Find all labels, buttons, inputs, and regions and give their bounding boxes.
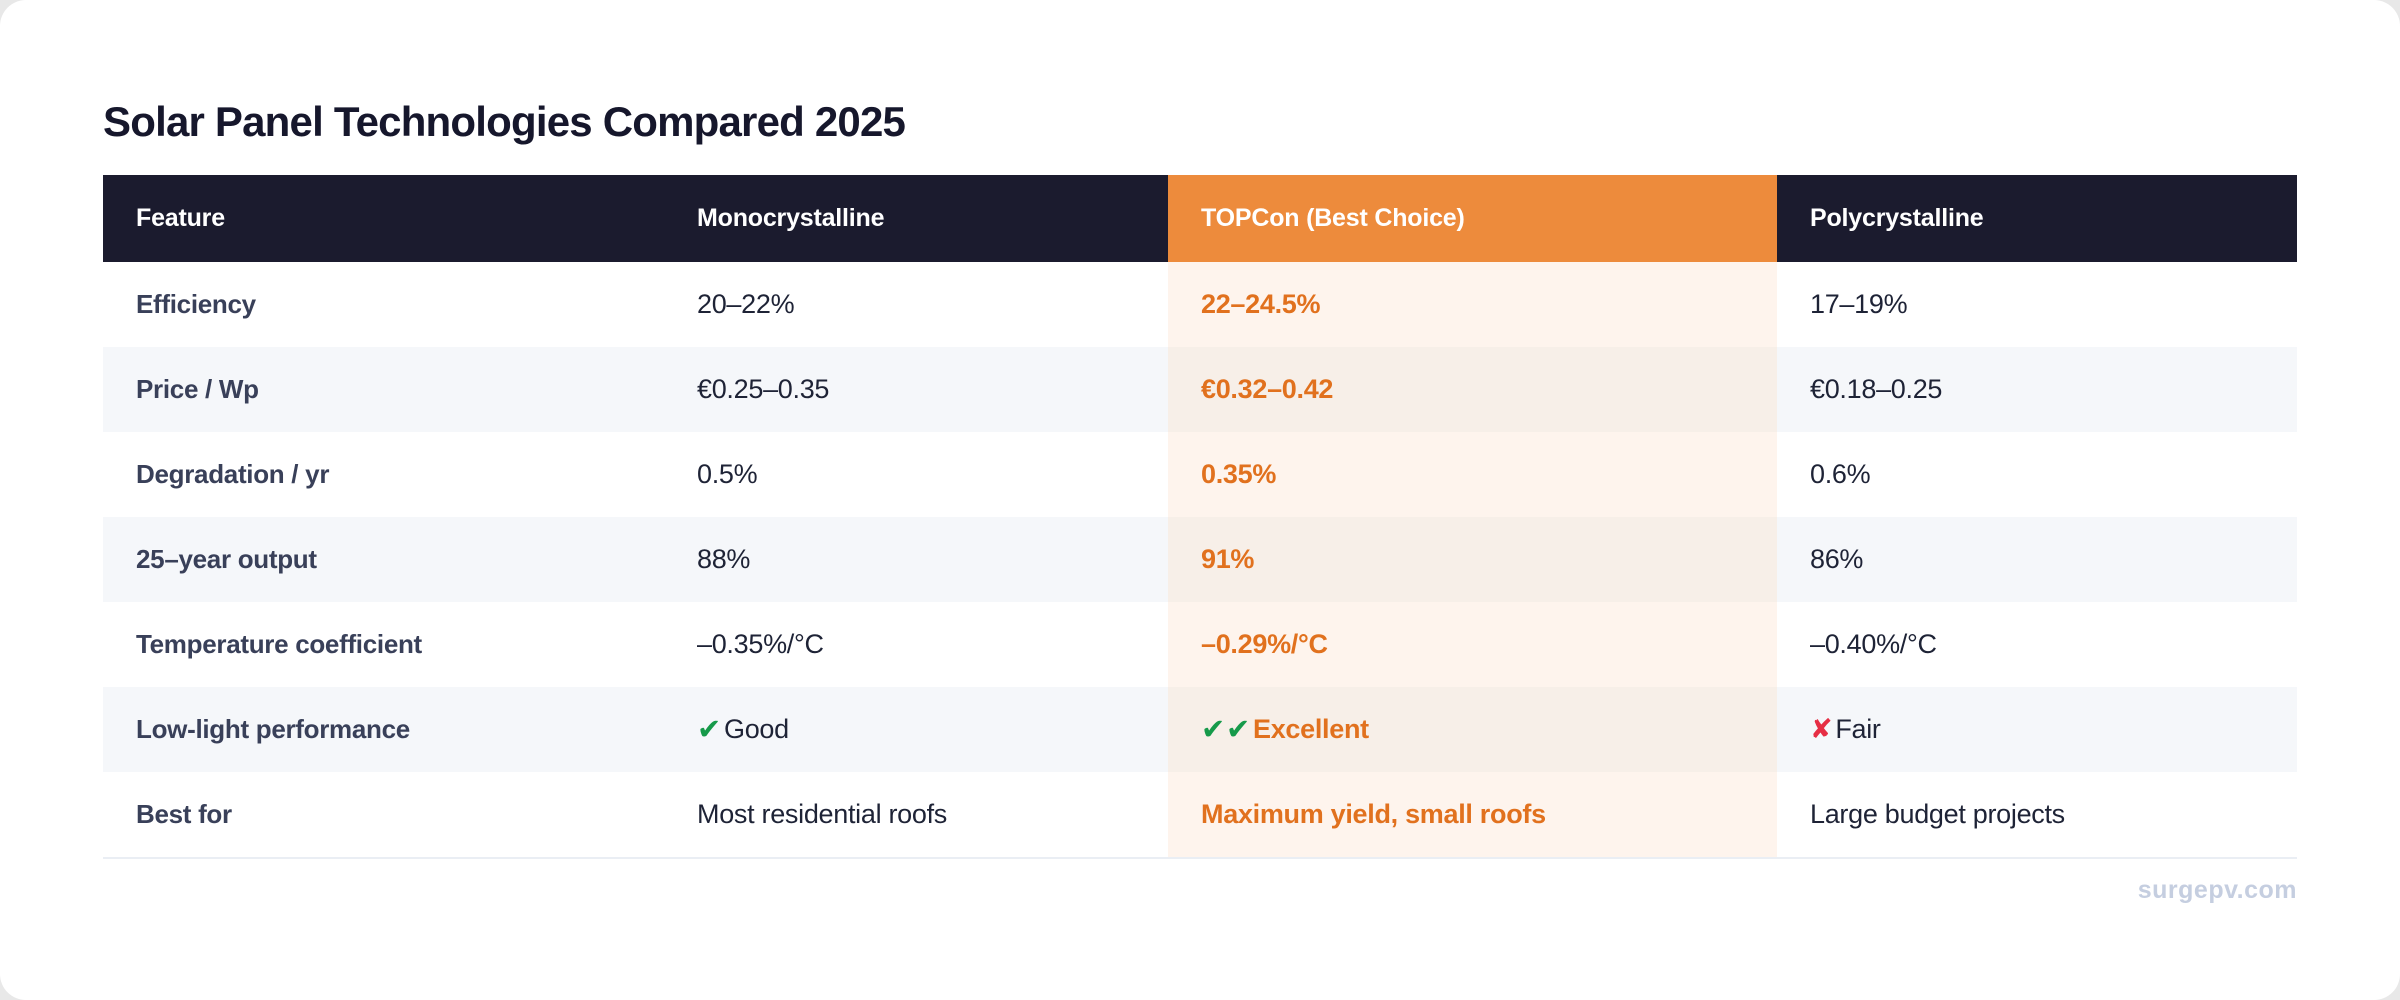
page-title: Solar Panel Technologies Compared 2025 <box>103 98 906 146</box>
feature-cell: Low-light performance <box>136 714 410 744</box>
table-row: 25–year output 88% 91% 86% <box>103 517 2297 602</box>
header-row: Feature Monocrystalline TOPCon (Best Cho… <box>103 175 2297 262</box>
table-row: Low-light performance ✔ Good ✔ ✔ Excelle… <box>103 687 2297 772</box>
mono-cell: –0.35%/°C <box>697 629 824 659</box>
feature-cell: Efficiency <box>136 289 256 319</box>
check-icon: ✔ <box>1226 714 1250 746</box>
cross-icon: ✘ <box>1810 714 1833 744</box>
poly-cell-label: Fair <box>1835 714 1881 744</box>
topcon-cell: ✔ ✔ Excellent <box>1168 687 1777 772</box>
check-icon: ✔ <box>697 714 721 746</box>
poly-cell: Large budget projects <box>1810 799 2065 829</box>
topcon-cell: €0.32–0.42 <box>1168 347 1777 432</box>
column-header-monocrystalline: Monocrystalline <box>697 204 885 232</box>
watermark: surgepv.com <box>2137 876 2297 904</box>
topcon-cell: 0.35% <box>1168 432 1777 517</box>
topcon-cell: 22–24.5% <box>1168 262 1777 347</box>
poly-cell: 17–19% <box>1810 289 1908 319</box>
column-header-feature: Feature <box>136 204 225 232</box>
mono-cell: Most residential roofs <box>697 799 948 829</box>
poly-cell: 0.6% <box>1810 459 1871 489</box>
mono-cell: 88% <box>697 544 751 574</box>
mono-cell: ✔ Good <box>664 687 1168 772</box>
poly-cell: €0.18–0.25 <box>1810 374 1943 404</box>
table-row: Efficiency 20–22% 22–24.5% 17–19% <box>103 262 2297 347</box>
table-row: Degradation / yr 0.5% 0.35% 0.6% <box>103 432 2297 517</box>
feature-cell: 25–year output <box>136 544 317 574</box>
topcon-cell: Maximum yield, small roofs <box>1168 772 1777 857</box>
feature-cell: Degradation / yr <box>136 459 330 489</box>
topcon-cell: –0.29%/°C <box>1168 602 1777 687</box>
topcon-cell: 91% <box>1168 517 1777 602</box>
table-row: Temperature coefficient –0.35%/°C –0.29%… <box>103 602 2297 687</box>
column-header-topcon: TOPCon (Best Choice) <box>1168 175 1777 262</box>
topcon-cell-label: Excellent <box>1253 714 1369 744</box>
poly-cell: 86% <box>1810 544 1864 574</box>
poly-cell: –0.40%/°C <box>1810 629 1937 659</box>
table-row: Best for Most residential roofs Maximum … <box>103 772 2297 859</box>
check-icon: ✔ <box>1201 714 1225 746</box>
column-header-polycrystalline: Polycrystalline <box>1810 204 1984 232</box>
feature-cell: Best for <box>136 799 232 829</box>
mono-cell-label: Good <box>724 714 789 744</box>
mono-cell: 0.5% <box>697 459 758 489</box>
table-row: Price / Wp €0.25–0.35 €0.32–0.42 €0.18–0… <box>103 347 2297 432</box>
poly-cell: ✘ Fair <box>1777 687 2297 772</box>
feature-cell: Price / Wp <box>136 374 259 404</box>
mono-cell: 20–22% <box>697 289 795 319</box>
comparison-table: Feature Monocrystalline TOPCon (Best Cho… <box>103 175 2297 859</box>
feature-cell: Temperature coefficient <box>136 629 422 659</box>
mono-cell: €0.25–0.35 <box>697 374 830 404</box>
